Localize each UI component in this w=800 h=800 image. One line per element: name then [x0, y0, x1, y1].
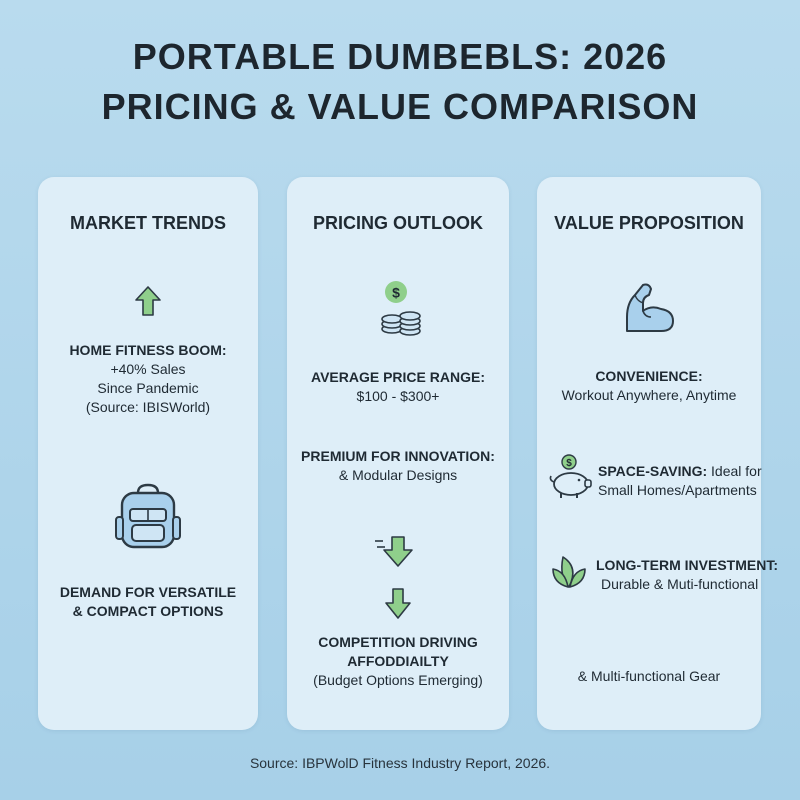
card-heading-value-proposition: VALUE PROPOSITION: [554, 213, 744, 233]
leaf-icon: [552, 556, 586, 588]
dollar-coins-icon: $: [381, 281, 421, 336]
premium-title: PREMIUM FOR INNOVATION:: [301, 448, 495, 464]
arrow-down-icon: [375, 536, 413, 567]
competition-title-2: AFFODDIAILTY: [347, 653, 449, 669]
price-range-title: AVERAGE PRICE RANGE:: [311, 369, 485, 385]
convenience-title: CONVENIENCE:: [595, 368, 703, 384]
price-range-value: $100 - $300+: [356, 388, 440, 404]
backpack-icon: [115, 483, 181, 549]
card-market-trends: MARKET TRENDS HOME FITNESS BOOM: +40% Sa…: [38, 177, 258, 730]
space-saving: SPACE-SAVING: Ideal for Small Homes/Apar…: [598, 462, 762, 500]
multi-functional-detail: & Multi-functional Gear: [577, 668, 721, 684]
investment-title: LONG-TERM INVESTMENT:: [596, 557, 778, 573]
home-fitness-boom: HOME FITNESS BOOM: +40% Sales Since Pand…: [38, 341, 258, 417]
svg-text:$: $: [392, 285, 400, 301]
investment-detail: Durable & Muti-functional Gear: [601, 576, 759, 592]
demand-line-2: & COMPACT OPTIONS: [72, 603, 224, 619]
premium-innovation: PREMIUM FOR INNOVATION: & Modular Design…: [287, 447, 509, 485]
card-heading-pricing-outlook: PRICING OUTLOOK: [313, 213, 483, 233]
flexed-arm-icon: [626, 283, 674, 332]
space-saving-detail: Small Homes/Apartments: [598, 482, 757, 498]
title-line-1: PORTABLE DUMBEBLS: 2026: [132, 36, 668, 77]
card-heading-market-trends: MARKET TRENDS: [70, 213, 226, 233]
card-value-proposition: VALUE PROPOSITION CONVENIENCE: Workout A…: [537, 177, 778, 730]
source-footnote: Source: IBPWolD Fitness Industry Report,…: [249, 755, 551, 771]
arrow-up-icon: [135, 286, 161, 316]
home-fitness-since: Since Pandemic: [97, 380, 199, 396]
competition-detail: (Budget Options Emerging): [313, 672, 483, 688]
demand-line-1: DEMAND FOR VERSATILE: [59, 584, 237, 600]
convenience-detail: Workout Anywhere, Anytime: [561, 387, 737, 403]
home-fitness-source: (Source: IBISWorld): [85, 399, 211, 415]
convenience: CONVENIENCE: Workout Anywhere, Anytime: [537, 367, 761, 405]
page-title: PORTABLE DUMBEBLS: 2026 PRICING & VALUE …: [0, 32, 800, 132]
competition-title-1: COMPETITION DRIVING: [318, 634, 478, 650]
multi-functional-gear: & Multi-functional Gear: [537, 667, 761, 686]
title-line-2: PRICING & VALUE COMPARISON: [101, 86, 699, 127]
piggy-bank-icon: $: [549, 454, 592, 498]
space-saving-ideal: Ideal for: [707, 463, 762, 479]
home-fitness-sales: +40% Sales: [110, 361, 186, 377]
card-pricing-outlook: PRICING OUTLOOK $ AVERAGE PRICE RANGE: $…: [287, 177, 509, 730]
competition-affordability: COMPETITION DRIVING AFFODDIAILTY (Budget…: [287, 633, 509, 690]
long-term-investment: LONG-TERM INVESTMENT: Durable & Muti-fun…: [596, 556, 778, 594]
space-saving-title: SPACE-SAVING:: [598, 463, 708, 479]
arrow-down-icon: [385, 588, 411, 619]
demand-versatile: DEMAND FOR VERSATILE & COMPACT OPTIONS: [38, 583, 258, 621]
average-price-range: AVERAGE PRICE RANGE: $100 - $300+: [287, 368, 509, 406]
premium-detail: & Modular Designs: [338, 467, 458, 483]
svg-text:$: $: [566, 458, 572, 469]
home-fitness-title: HOME FITNESS BOOM:: [69, 342, 227, 358]
